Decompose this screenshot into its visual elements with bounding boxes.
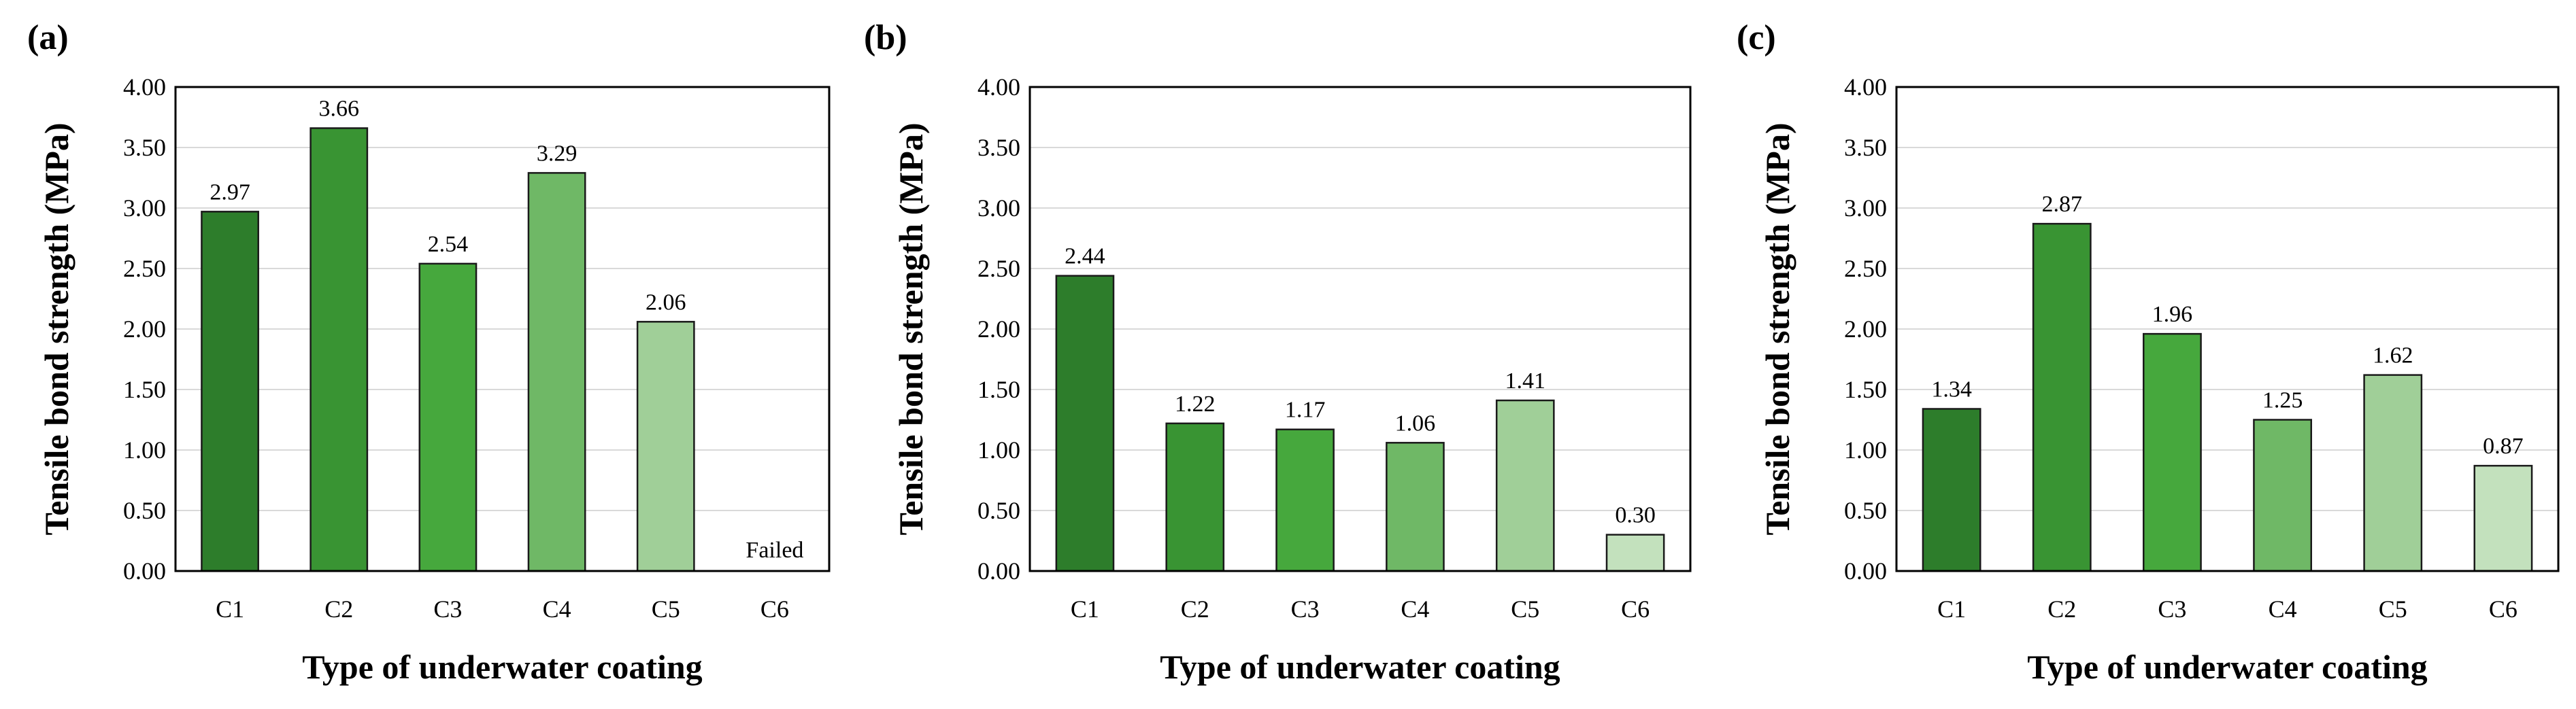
data-label: 1.96 bbox=[2152, 302, 2193, 327]
y-tick-label: 0.50 bbox=[977, 497, 1020, 524]
x-tick-label: C3 bbox=[2158, 595, 2186, 623]
x-tick-label: C5 bbox=[1511, 595, 1539, 623]
x-tick-label: C3 bbox=[1291, 595, 1320, 623]
y-tick-label: 0.00 bbox=[977, 557, 1020, 585]
x-tick-label: C6 bbox=[1621, 595, 1650, 623]
bar-c2 bbox=[1165, 422, 1225, 572]
y-tick-label: 3.50 bbox=[977, 134, 1020, 161]
plot-frame bbox=[174, 86, 831, 572]
x-tick-label: C3 bbox=[433, 595, 462, 623]
x-tick-label: C5 bbox=[2379, 595, 2407, 623]
bar-c6 bbox=[2473, 464, 2533, 572]
x-axis-title: Type of underwater coating bbox=[2027, 648, 2427, 686]
y-tick-label: 0.00 bbox=[123, 557, 166, 585]
y-tick-label: 1.50 bbox=[123, 376, 166, 403]
data-label: 1.62 bbox=[2373, 343, 2413, 368]
bar-c4 bbox=[2253, 419, 2312, 572]
x-axis-title: Type of underwater coating bbox=[302, 648, 702, 686]
bar-c3 bbox=[418, 262, 478, 572]
failed-label: Failed bbox=[746, 538, 803, 563]
y-tick-label: 2.00 bbox=[977, 315, 1020, 343]
y-tick-label: 0.50 bbox=[123, 497, 166, 524]
bar-c5 bbox=[1495, 399, 1555, 572]
y-tick-label: 1.00 bbox=[123, 436, 166, 464]
y-tick-label: 3.50 bbox=[1844, 134, 1887, 161]
bar-c1 bbox=[1055, 275, 1115, 572]
x-tick-label: C2 bbox=[2047, 595, 2076, 623]
data-label: 1.41 bbox=[1505, 368, 1546, 394]
plot-frame bbox=[1028, 86, 1692, 572]
x-tick-label: C4 bbox=[2269, 595, 2297, 623]
bar-c4 bbox=[527, 172, 586, 572]
y-tick-label: 4.00 bbox=[123, 73, 166, 101]
y-tick-label: 4.00 bbox=[977, 73, 1020, 101]
bar-c3 bbox=[1275, 428, 1335, 572]
bar-c6 bbox=[1605, 534, 1665, 572]
chart-panel-a: (a) 0.00 0.50 1.00 1.50 2.00 2.50 3.00 3.50 4.00 2… bbox=[27, 18, 831, 686]
y-tick-label: 1.50 bbox=[1844, 376, 1887, 403]
data-label: 0.30 bbox=[1615, 503, 1656, 528]
y-tick-label: 1.00 bbox=[1844, 436, 1887, 464]
y-tick-label: 2.50 bbox=[977, 255, 1020, 282]
bar-c4 bbox=[1386, 442, 1445, 572]
chart-panel-b: (b) 0.00 0.50 1.00 1.50 2.00 2.50 3.00 3.50 4.00 2… bbox=[864, 18, 1692, 686]
bar-c5 bbox=[2363, 374, 2423, 572]
panel-label: (b) bbox=[864, 18, 907, 57]
y-tick-label: 1.00 bbox=[977, 436, 1020, 464]
chart-panel-c: (c) 0.00 0.50 1.00 1.50 2.00 2.50 3.00 3.50 4.00 1… bbox=[1737, 18, 2560, 686]
x-tick-label: C1 bbox=[1937, 595, 1966, 623]
data-label: 1.06 bbox=[1395, 411, 1436, 436]
x-tick-label: C4 bbox=[1401, 595, 1429, 623]
data-label: 1.17 bbox=[1285, 398, 1326, 423]
y-tick-label: 2.50 bbox=[123, 255, 166, 282]
y-tick-label: 3.00 bbox=[123, 194, 166, 222]
data-label: 2.06 bbox=[646, 290, 686, 315]
data-label: 2.54 bbox=[428, 232, 469, 257]
data-label: 1.34 bbox=[1931, 377, 1972, 402]
panel-label: (c) bbox=[1737, 18, 1776, 57]
x-tick-label: C1 bbox=[1071, 595, 1099, 623]
data-label: 3.66 bbox=[319, 97, 360, 122]
bar-c2 bbox=[310, 127, 369, 572]
y-axis-title: Tensile bond strength (MPa) bbox=[1758, 122, 1796, 535]
bar-c3 bbox=[2143, 332, 2202, 572]
data-label: 0.87 bbox=[2483, 434, 2524, 459]
data-label: 3.29 bbox=[537, 141, 578, 166]
panel-label: (a) bbox=[27, 18, 69, 57]
y-tick-label: 0.50 bbox=[1844, 497, 1887, 524]
data-label: 1.25 bbox=[2262, 388, 2303, 413]
y-tick-label: 0.00 bbox=[1844, 557, 1887, 585]
y-tick-label: 3.00 bbox=[977, 194, 1020, 222]
y-tick-label: 2.00 bbox=[1844, 315, 1887, 343]
x-tick-label: C5 bbox=[652, 595, 680, 623]
bar-c1 bbox=[201, 211, 259, 572]
y-tick-label: 2.50 bbox=[1844, 255, 1887, 282]
plot-frame bbox=[1895, 86, 2560, 572]
y-tick-label: 3.50 bbox=[123, 134, 166, 161]
bar-c1 bbox=[1922, 408, 1981, 572]
x-tick-label: C2 bbox=[324, 595, 353, 623]
bar-c2 bbox=[2032, 222, 2092, 572]
y-tick-label: 4.00 bbox=[1844, 73, 1887, 101]
x-tick-label: C6 bbox=[760, 595, 789, 623]
y-tick-label: 2.00 bbox=[123, 315, 166, 343]
x-tick-label: C2 bbox=[1181, 595, 1209, 623]
x-axis-title: Type of underwater coating bbox=[1160, 648, 1560, 686]
x-tick-label: C6 bbox=[2489, 595, 2518, 623]
data-label: 2.87 bbox=[2042, 192, 2083, 217]
x-tick-label: C4 bbox=[543, 595, 571, 623]
x-tick-label: C1 bbox=[216, 595, 244, 623]
data-label: 2.44 bbox=[1065, 244, 1105, 269]
y-tick-label: 1.50 bbox=[977, 376, 1020, 403]
y-axis-title: Tensile bond strength (MPa) bbox=[37, 122, 76, 535]
data-label: 1.22 bbox=[1175, 392, 1216, 417]
bar-c5 bbox=[636, 321, 695, 572]
data-label: 2.97 bbox=[210, 179, 250, 205]
y-axis-title: Tensile bond strength (MPa) bbox=[892, 122, 930, 535]
y-tick-label: 3.00 bbox=[1844, 194, 1887, 222]
